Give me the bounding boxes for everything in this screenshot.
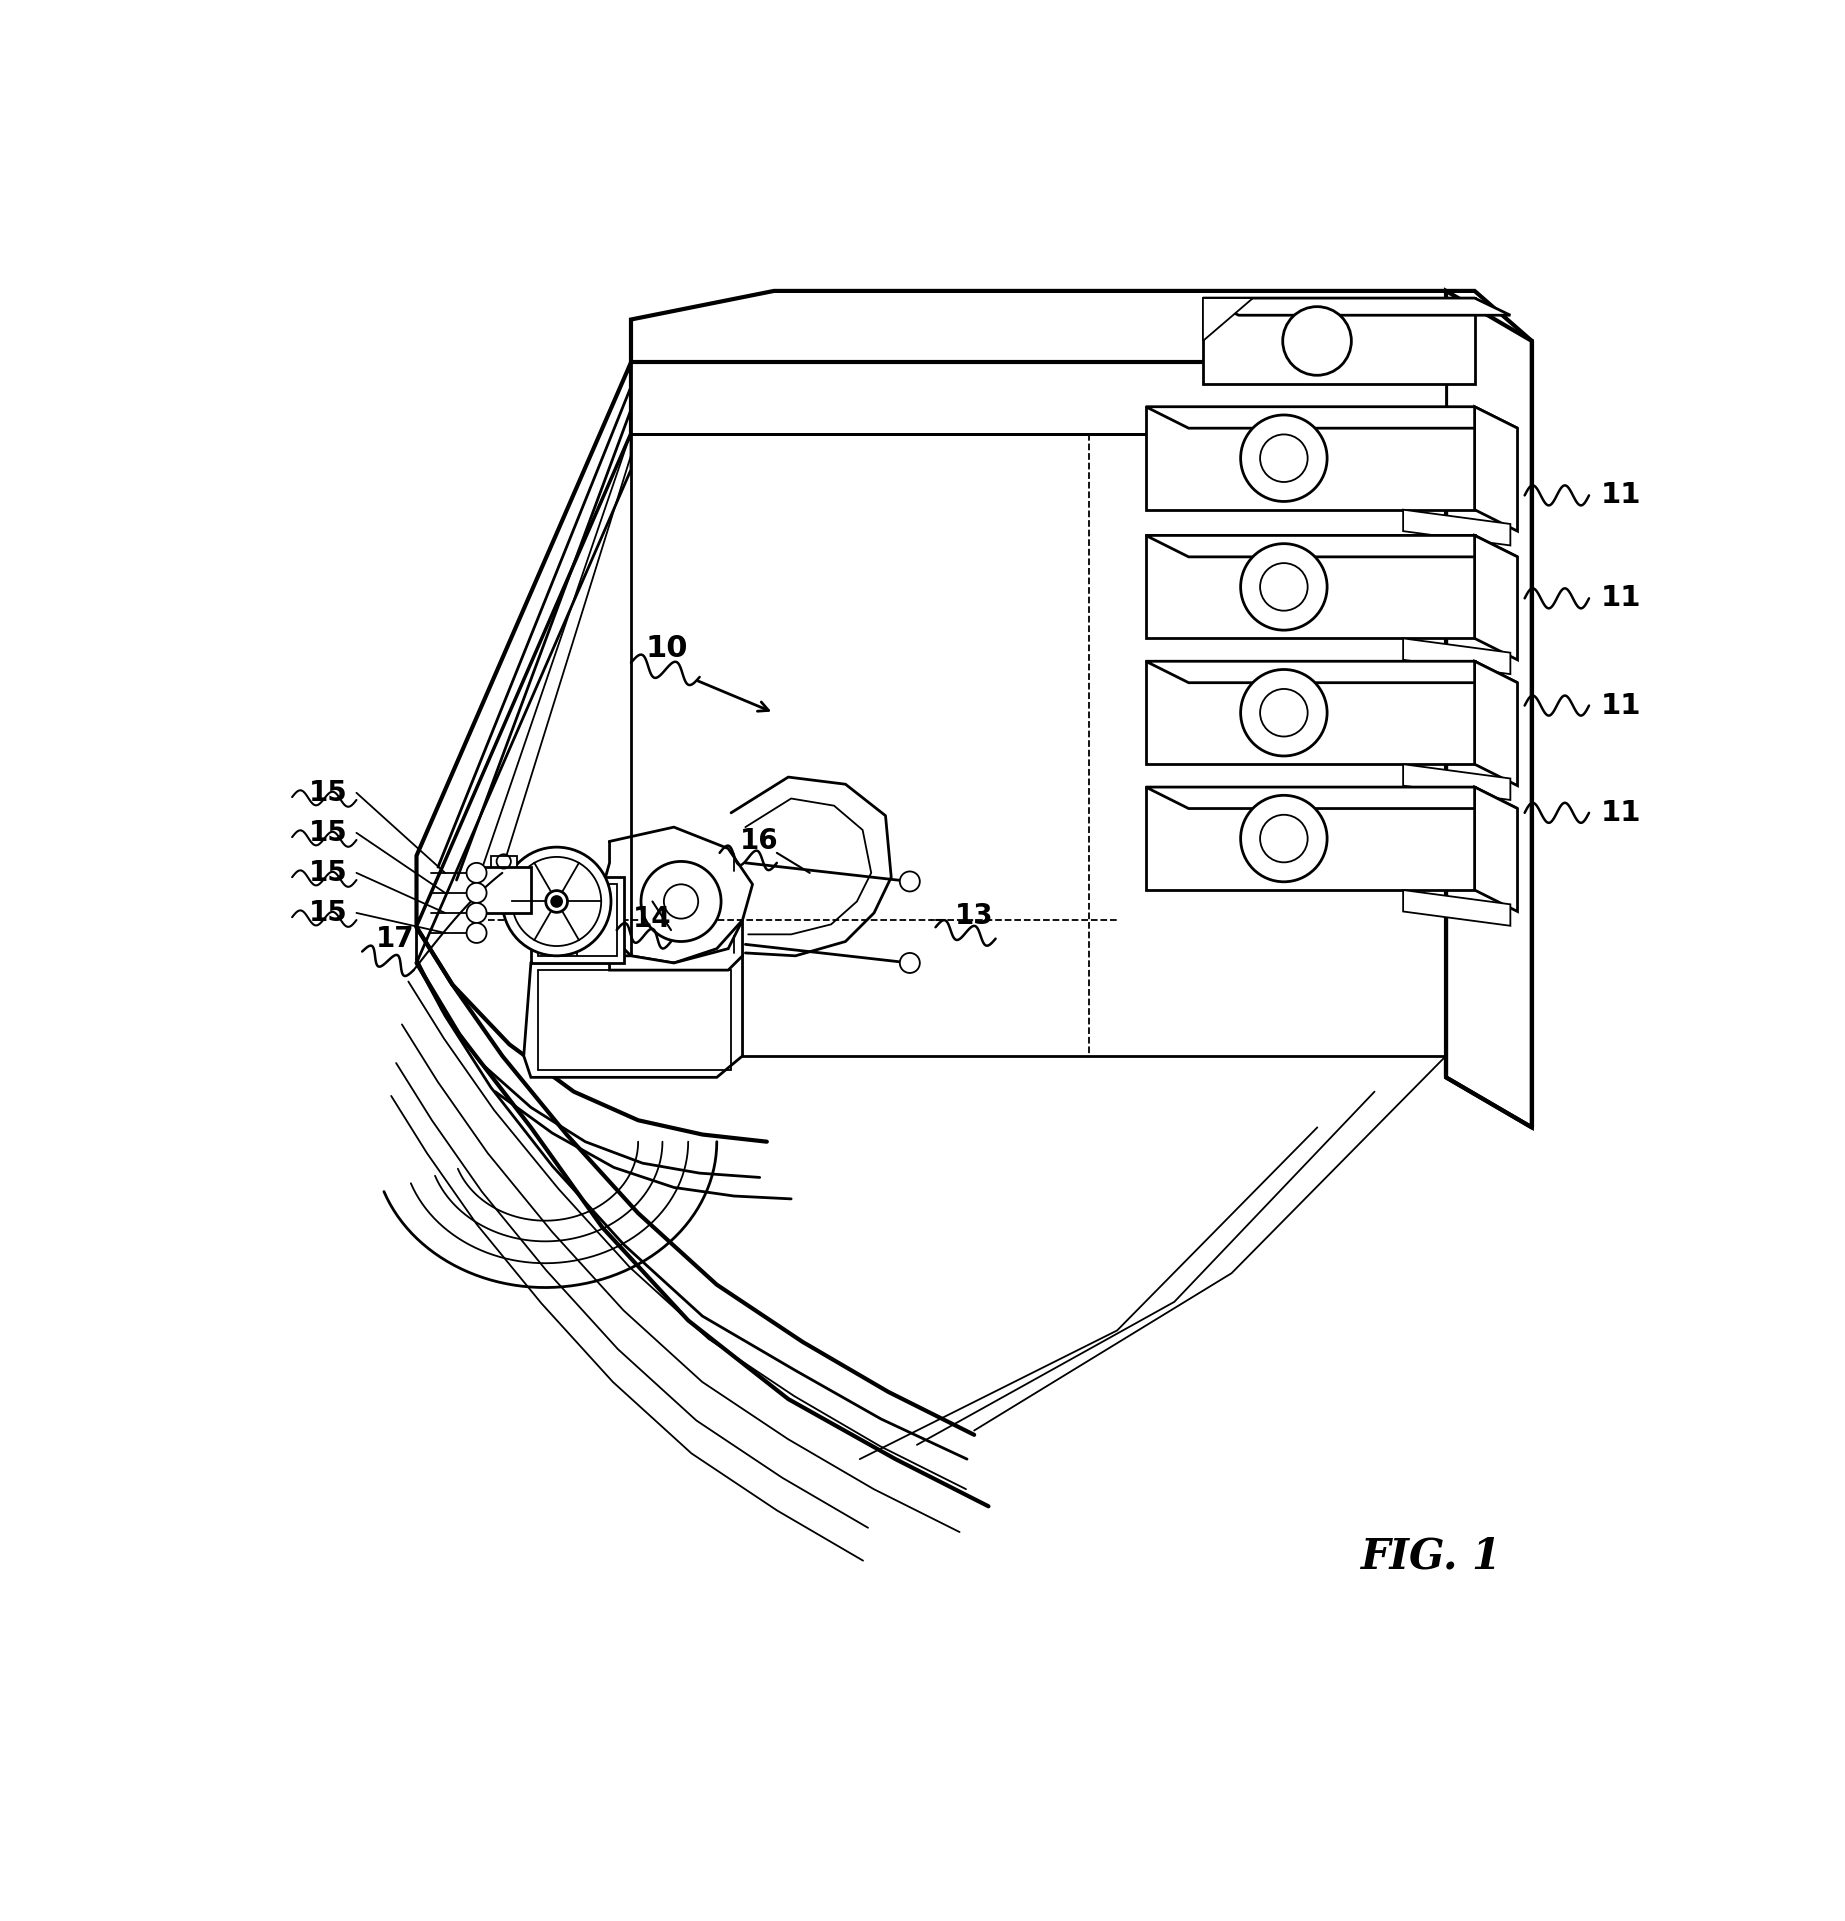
Circle shape (467, 884, 487, 903)
Text: FIG. 1: FIG. 1 (1362, 1535, 1502, 1577)
Polygon shape (631, 290, 1531, 419)
Text: 15: 15 (308, 859, 347, 888)
Polygon shape (1146, 661, 1474, 765)
Text: 17: 17 (376, 924, 415, 953)
Polygon shape (476, 866, 531, 912)
Polygon shape (491, 855, 517, 866)
Polygon shape (1203, 298, 1253, 340)
Circle shape (640, 861, 721, 941)
Circle shape (546, 891, 568, 912)
Text: 11: 11 (1600, 482, 1640, 509)
Circle shape (900, 953, 921, 972)
Polygon shape (1402, 638, 1511, 674)
Polygon shape (1474, 407, 1517, 530)
Polygon shape (1203, 298, 1474, 384)
Circle shape (1240, 415, 1327, 501)
Polygon shape (524, 957, 742, 1078)
Polygon shape (631, 434, 1446, 1057)
Text: 16: 16 (740, 828, 779, 855)
Polygon shape (1146, 788, 1517, 809)
Polygon shape (609, 920, 742, 970)
Polygon shape (1402, 765, 1511, 799)
Circle shape (467, 863, 487, 884)
Text: 14: 14 (633, 905, 672, 932)
Circle shape (502, 847, 611, 957)
Polygon shape (531, 878, 624, 962)
Text: 15: 15 (308, 899, 347, 928)
Polygon shape (1146, 407, 1517, 428)
Polygon shape (417, 363, 631, 928)
Polygon shape (1474, 788, 1517, 911)
Polygon shape (1146, 788, 1474, 889)
Polygon shape (631, 363, 1446, 434)
Circle shape (552, 895, 563, 907)
Polygon shape (1474, 536, 1517, 659)
Circle shape (1240, 795, 1327, 882)
Circle shape (467, 903, 487, 922)
Text: 15: 15 (308, 778, 347, 807)
Polygon shape (1446, 290, 1531, 1128)
Circle shape (1240, 670, 1327, 757)
Polygon shape (1146, 536, 1474, 638)
Text: 11: 11 (1600, 799, 1640, 826)
Circle shape (1282, 307, 1351, 375)
Polygon shape (1146, 661, 1517, 682)
Polygon shape (1402, 889, 1511, 926)
Polygon shape (1146, 407, 1474, 509)
Polygon shape (417, 434, 631, 962)
Text: 10: 10 (646, 634, 688, 663)
Circle shape (900, 872, 921, 891)
Text: 11: 11 (1600, 692, 1640, 720)
Text: 15: 15 (308, 818, 347, 847)
Polygon shape (1203, 298, 1511, 315)
Circle shape (1240, 544, 1327, 630)
Text: 11: 11 (1600, 584, 1640, 613)
Polygon shape (1402, 509, 1511, 546)
Text: 13: 13 (956, 901, 993, 930)
Polygon shape (1146, 536, 1517, 557)
Polygon shape (1474, 661, 1517, 786)
Circle shape (467, 922, 487, 943)
